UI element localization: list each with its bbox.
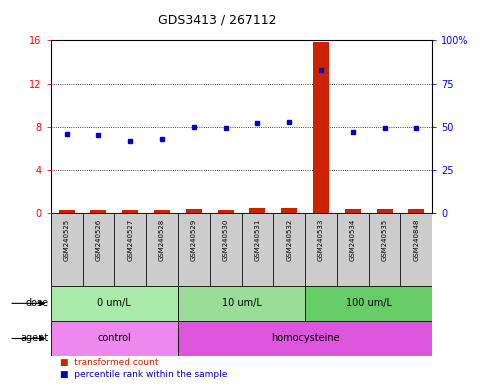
Text: GSM240848: GSM240848 [413,219,419,262]
Text: ■  transformed count: ■ transformed count [60,358,159,367]
Bar [210,213,242,286]
Text: GSM240525: GSM240525 [64,219,70,261]
Text: GSM240533: GSM240533 [318,219,324,262]
Text: ■  percentile rank within the sample: ■ percentile rank within the sample [60,370,228,379]
Text: GSM240528: GSM240528 [159,219,165,261]
Bar [58,210,74,213]
Bar [178,286,305,321]
Bar [242,213,273,286]
Bar [83,213,114,286]
Text: agent: agent [20,333,48,344]
Bar [305,286,432,321]
Text: GSM240530: GSM240530 [223,219,228,262]
Text: GSM240535: GSM240535 [382,219,387,261]
Text: 10 um/L: 10 um/L [222,298,261,308]
Text: GDS3413 / 267112: GDS3413 / 267112 [158,13,277,26]
Text: GSM240532: GSM240532 [286,219,292,261]
Text: GSM240529: GSM240529 [191,219,197,261]
Bar [154,210,170,213]
Bar [51,286,178,321]
Bar [114,213,146,286]
Bar [281,207,297,213]
Text: control: control [98,333,131,344]
Bar [51,213,83,286]
Bar [146,213,178,286]
Bar [400,213,432,286]
Bar [249,208,265,213]
Text: GSM240531: GSM240531 [255,219,260,262]
Bar [178,213,210,286]
Bar [273,213,305,286]
Text: GSM240534: GSM240534 [350,219,356,261]
Bar [90,210,106,213]
Bar [345,209,361,213]
Text: GSM240526: GSM240526 [96,219,101,261]
Bar [51,321,178,356]
Bar [122,210,138,213]
Bar [369,213,400,286]
Bar [409,209,425,213]
Bar [186,209,202,213]
Text: homocysteine: homocysteine [271,333,340,344]
Bar [305,213,337,286]
Text: 0 um/L: 0 um/L [98,298,131,308]
Bar [377,209,393,213]
Bar [313,43,329,213]
Text: dose: dose [25,298,48,308]
Text: GSM240527: GSM240527 [127,219,133,261]
Text: 100 um/L: 100 um/L [346,298,392,308]
Bar [218,210,234,213]
Bar [337,213,369,286]
Bar [178,321,432,356]
